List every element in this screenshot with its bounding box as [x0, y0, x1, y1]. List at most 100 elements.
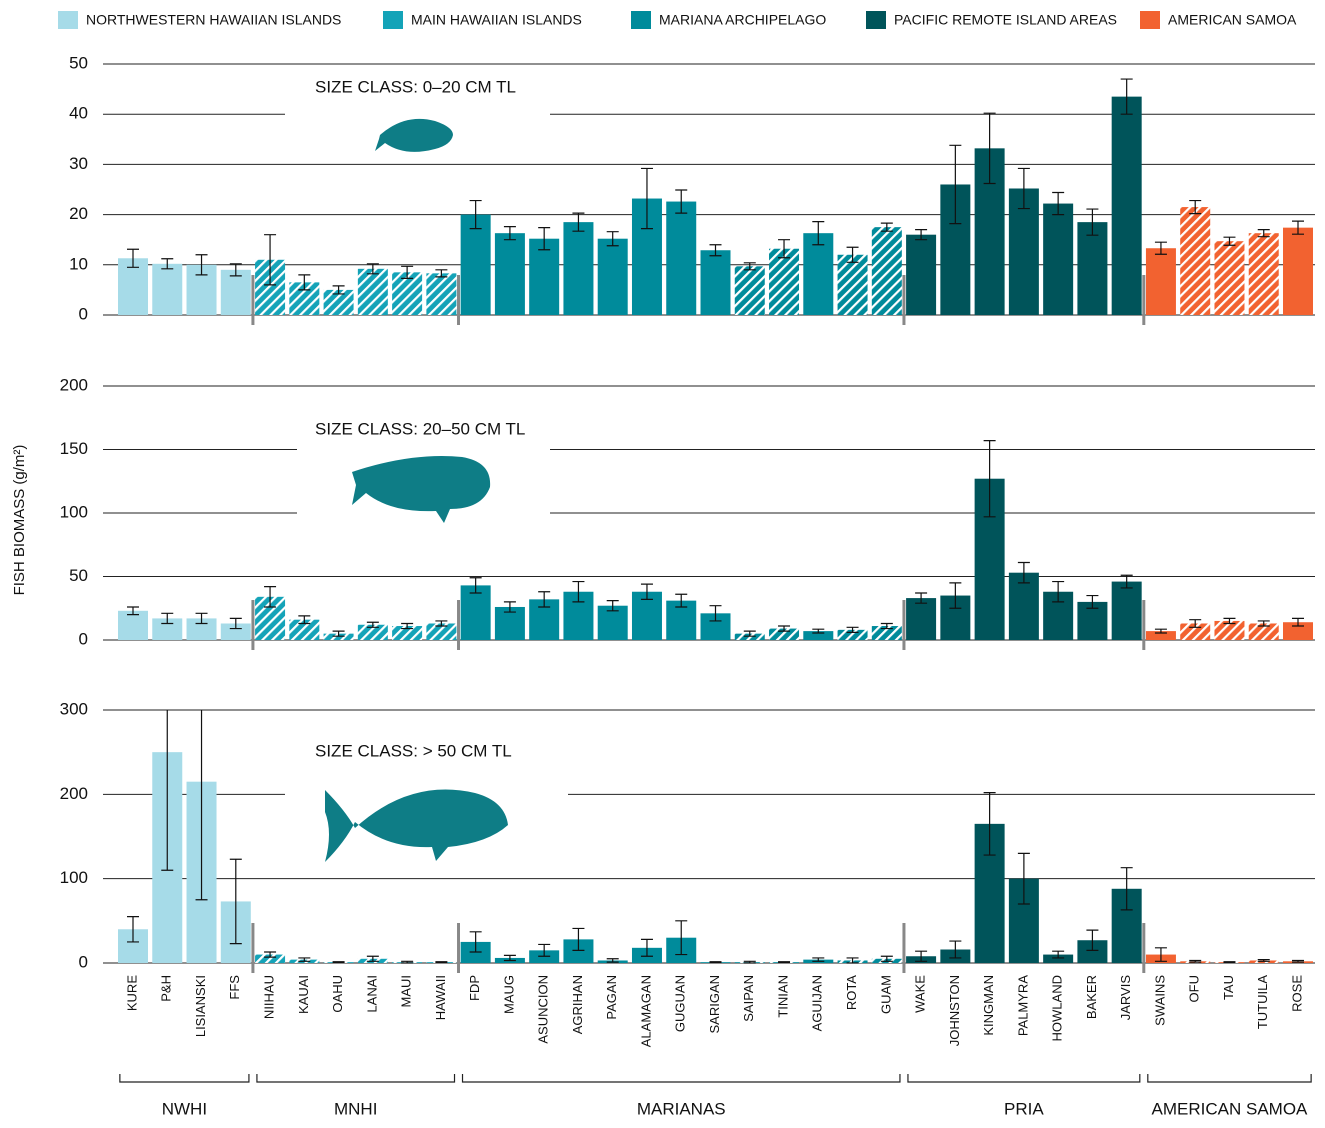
error-bar	[161, 710, 174, 871]
bar	[837, 629, 868, 640]
fish-icon	[352, 456, 491, 523]
error-bar	[880, 222, 893, 232]
y-tick-label: 10	[69, 254, 88, 273]
x-tick-label: PALMYRA	[1015, 975, 1030, 1036]
legend-label: MAIN HAWAIIAN ISLANDS	[411, 12, 582, 28]
error-bar	[298, 957, 311, 962]
error-bar	[195, 710, 208, 901]
bar	[803, 631, 834, 640]
legend-swatch	[866, 11, 886, 29]
error-bar	[572, 927, 585, 951]
x-tick-label: KINGMAN	[981, 975, 996, 1036]
group-bracket	[119, 1074, 250, 1083]
y-tick-label: 200	[60, 784, 88, 803]
error-bar	[1223, 617, 1236, 625]
bar	[1248, 623, 1279, 640]
x-tick-label: KURE	[124, 975, 139, 1011]
bar	[494, 233, 525, 315]
bar	[769, 248, 800, 315]
bar	[906, 234, 937, 315]
bar	[1043, 203, 1074, 315]
bars	[118, 78, 1313, 315]
error-bar	[1086, 208, 1099, 236]
x-tick-label: JOHNSTON	[947, 975, 962, 1046]
group-label: MARIANAS	[637, 1099, 726, 1118]
legend-swatch	[58, 11, 78, 29]
error-bar	[435, 961, 448, 964]
error-bar	[366, 263, 379, 275]
error-bar	[1292, 959, 1304, 963]
bar	[460, 214, 491, 315]
group-bracket	[1147, 1074, 1312, 1083]
error-bar	[949, 582, 962, 609]
bar	[357, 624, 388, 640]
error-bar	[846, 957, 859, 964]
error-bar	[1052, 191, 1065, 216]
bar	[1248, 233, 1279, 315]
error-bar	[743, 630, 756, 637]
bar	[1145, 631, 1176, 640]
bar	[392, 272, 423, 315]
error-bar	[161, 258, 174, 270]
error-bar	[915, 950, 928, 962]
panel-title: SIZE CLASS: 20–50 CM TL	[315, 419, 525, 438]
error-bar	[1189, 619, 1202, 628]
legend-label: PACIFIC REMOTE ISLAND AREAS	[894, 12, 1117, 28]
error-bar	[469, 931, 482, 953]
error-bar	[949, 144, 962, 225]
fish-icon	[325, 789, 508, 862]
bars	[118, 440, 1313, 640]
error-bar	[675, 593, 688, 608]
bar	[118, 610, 148, 640]
error-bar	[709, 961, 722, 964]
bar	[734, 633, 765, 640]
error-bar	[229, 858, 242, 945]
error-bar	[846, 626, 859, 633]
bar	[597, 238, 628, 315]
bar	[1214, 241, 1245, 315]
x-tick-label: ROTA	[844, 975, 859, 1010]
bar	[460, 585, 491, 640]
bar	[186, 618, 217, 640]
error-bar	[983, 112, 996, 185]
error-bar	[949, 940, 962, 959]
x-tick-label: MAUG	[501, 975, 516, 1014]
y-tick-label: 0	[79, 952, 88, 971]
bar	[563, 939, 594, 963]
error-bar	[1086, 594, 1099, 609]
bar	[152, 618, 183, 640]
error-bar	[880, 622, 893, 630]
bar	[426, 623, 457, 640]
error-bar	[1154, 947, 1167, 962]
x-tick-label: LANAI	[364, 975, 379, 1013]
error-bar	[469, 199, 482, 230]
x-tick-label: P&H	[159, 975, 174, 1002]
x-tick-label: HOWLAND	[1050, 975, 1065, 1041]
error-bar	[332, 961, 345, 964]
bar	[837, 254, 868, 315]
error-bar	[1120, 574, 1133, 589]
error-bar	[983, 792, 996, 856]
legend-label: AMERICAN SAMOA	[1168, 12, 1297, 28]
error-bar	[1292, 617, 1304, 627]
x-tick-label: GUGUAN	[673, 975, 688, 1032]
error-bar	[606, 600, 619, 612]
legend-swatch	[631, 11, 651, 29]
bar	[803, 233, 834, 315]
error-bar	[264, 951, 277, 958]
legend-label: MARIANA ARCHIPELAGO	[659, 12, 826, 28]
bar	[1283, 622, 1313, 640]
error-bar	[503, 601, 516, 613]
bar	[700, 250, 731, 315]
bar	[1214, 620, 1245, 640]
x-tick-label: SWAINS	[1152, 975, 1167, 1026]
x-tick-label: OAHU	[330, 975, 345, 1013]
group-bracket	[461, 1074, 901, 1083]
error-bar	[1292, 220, 1304, 235]
x-tick-label: GUAM	[878, 975, 893, 1014]
error-bar	[778, 625, 791, 632]
error-bar	[1257, 620, 1270, 627]
bar	[289, 619, 320, 640]
bar	[871, 626, 902, 640]
